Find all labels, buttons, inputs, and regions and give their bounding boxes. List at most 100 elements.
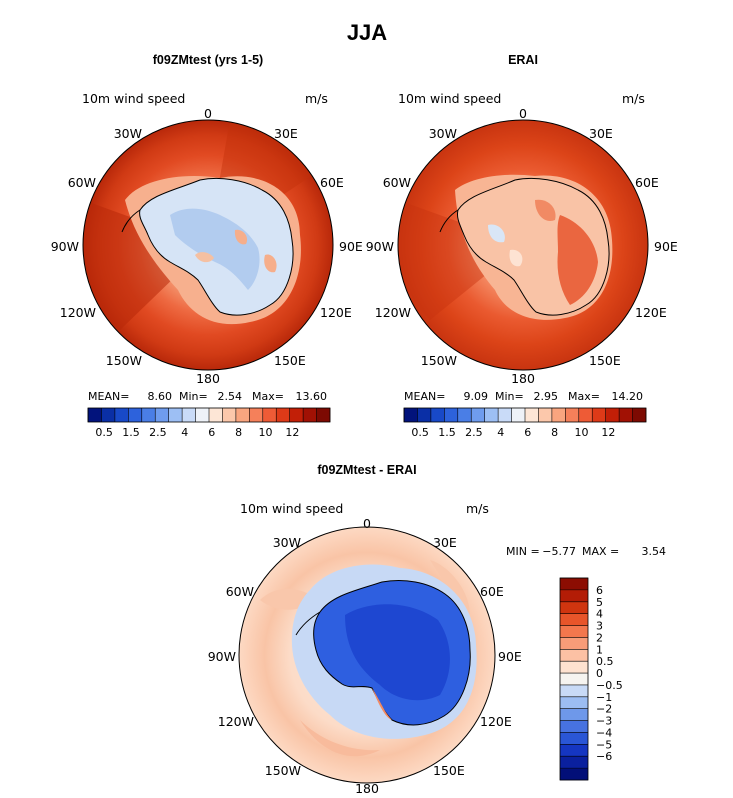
colorbar-swatch <box>471 408 485 422</box>
colorbar-swatch <box>560 756 588 769</box>
colorbar-tick-label: −2 <box>596 703 612 716</box>
colorbar-swatch <box>551 408 566 422</box>
colorbar-swatch <box>222 408 237 422</box>
stats-line: MIN = −5.77 MAX = 3.54 <box>506 545 666 558</box>
colorbar-swatch <box>560 732 588 745</box>
min-label: Min= <box>495 390 524 403</box>
colorbar-swatch <box>605 408 620 422</box>
lon-label: 150W <box>265 763 301 778</box>
max-label: Max= <box>252 390 284 403</box>
colorbar-swatch <box>404 408 418 422</box>
colorbar-swatch <box>560 708 588 721</box>
colorbar-tick-label: 12 <box>601 426 615 439</box>
colorbar-tick-label: −1 <box>596 691 612 704</box>
colorbar-swatch <box>155 408 169 422</box>
colorbar-swatch <box>538 408 553 422</box>
lon-label: 90E <box>339 239 363 254</box>
lon-label: 150W <box>421 353 457 368</box>
colorbar-swatch <box>592 408 606 422</box>
wind-speed-difference-field <box>239 527 495 783</box>
colorbar-tick-label: 0.5 <box>596 655 614 668</box>
colorbar-swatch <box>128 408 143 422</box>
colorbar-swatch <box>632 408 647 422</box>
min-value: 2.95 <box>534 390 559 403</box>
lon-label: 60W <box>383 175 411 190</box>
lon-label: 120E <box>635 305 667 320</box>
panel-title: ERAI <box>508 53 538 67</box>
colorbar-tick-label: 6 <box>596 584 603 597</box>
max-value: 13.60 <box>296 390 328 403</box>
lon-label: 0 <box>363 516 371 531</box>
colorbar-swatch <box>195 408 210 422</box>
lon-label: 60W <box>68 175 96 190</box>
lon-label: 60W <box>226 584 254 599</box>
colorbar-frame <box>403 407 647 423</box>
max-label: Max= <box>568 390 600 403</box>
variable-label: 10m wind speed <box>240 501 343 516</box>
colorbar-swatch <box>560 673 588 686</box>
colorbar-swatch <box>114 408 129 422</box>
lon-label: 60E <box>480 584 504 599</box>
colorbar-swatch <box>560 696 588 710</box>
lon-label: 180 <box>355 781 379 796</box>
colorbar-swatch <box>276 408 290 422</box>
colorbar-tick-label: 4 <box>181 426 188 439</box>
colorbar-swatch <box>560 589 588 603</box>
colorbar-tick-label: 1.5 <box>122 426 140 439</box>
colorbar-swatch <box>560 637 588 650</box>
lon-label: 150E <box>589 353 621 368</box>
panel-difference: f09ZMtest - ERAI 10m wind speed m/s 0 30… <box>208 463 666 796</box>
colorbar-tick-label: 2 <box>596 631 603 644</box>
lon-label: 0 <box>204 106 212 121</box>
lon-label: 180 <box>196 371 220 386</box>
colorbar-swatch <box>560 601 588 614</box>
min-value: 2.54 <box>218 390 243 403</box>
lon-label: 120E <box>480 714 512 729</box>
colorbar-swatch <box>560 744 588 757</box>
stats-line: MEAN= 8.60 Min= 2.54 Max= 13.60 <box>88 390 327 403</box>
colorbar-swatch <box>182 408 196 422</box>
colorbar-swatch <box>560 720 588 733</box>
colorbar-frame <box>559 577 589 781</box>
colorbar-swatch <box>168 408 183 422</box>
colorbar-swatch <box>457 408 472 422</box>
max-value: 14.20 <box>612 390 644 403</box>
panel-title: f09ZMtest (yrs 1-5) <box>153 53 263 67</box>
lon-label: 0 <box>519 106 527 121</box>
colorbar: 0.5 1.5 2.5 4 6 8 10 12 <box>403 407 647 439</box>
colorbar-tick-label: 2.5 <box>465 426 483 439</box>
lon-label: 90W <box>366 239 394 254</box>
stats-line: MEAN= 9.09 Min= 2.95 Max= 14.20 <box>404 390 643 403</box>
colorbar-tick-label: 1.5 <box>438 426 456 439</box>
lon-label: 90E <box>654 239 678 254</box>
lon-label: 90W <box>208 649 236 664</box>
colorbar-tick-label: 3 <box>596 620 603 633</box>
lon-label: 90W <box>51 239 79 254</box>
colorbar-swatch <box>560 661 588 674</box>
colorbar-tick-label: 8 <box>235 426 242 439</box>
colorbar-swatch <box>560 625 588 638</box>
lon-label: 60E <box>635 175 659 190</box>
colorbar-tick-label: 6 <box>208 426 215 439</box>
colorbar-swatch <box>498 408 512 422</box>
colorbar-tick-label: 6 <box>524 426 531 439</box>
colorbar-tick-label: −6 <box>596 750 612 763</box>
mean-value: 8.60 <box>148 390 173 403</box>
panel-title: f09ZMtest - ERAI <box>317 463 416 477</box>
figure-title: JJA <box>347 20 387 45</box>
colorbar-swatch <box>303 408 317 422</box>
colorbar-tick-label: −0.5 <box>596 679 623 692</box>
mean-value: 9.09 <box>464 390 489 403</box>
colorbar-swatch <box>511 408 526 422</box>
min-value: −5.77 <box>542 545 576 558</box>
colorbar-swatch <box>560 578 588 591</box>
mean-label: MEAN= <box>404 390 445 403</box>
colorbar: 0.5 1.5 2.5 4 6 8 10 12 <box>87 407 331 439</box>
colorbar-swatch <box>316 408 331 422</box>
colorbar-swatch <box>289 408 304 422</box>
colorbar-tick-label: 4 <box>497 426 504 439</box>
lon-label: 120W <box>375 305 411 320</box>
min-label: Min= <box>179 390 208 403</box>
lon-label: 30E <box>433 535 457 550</box>
